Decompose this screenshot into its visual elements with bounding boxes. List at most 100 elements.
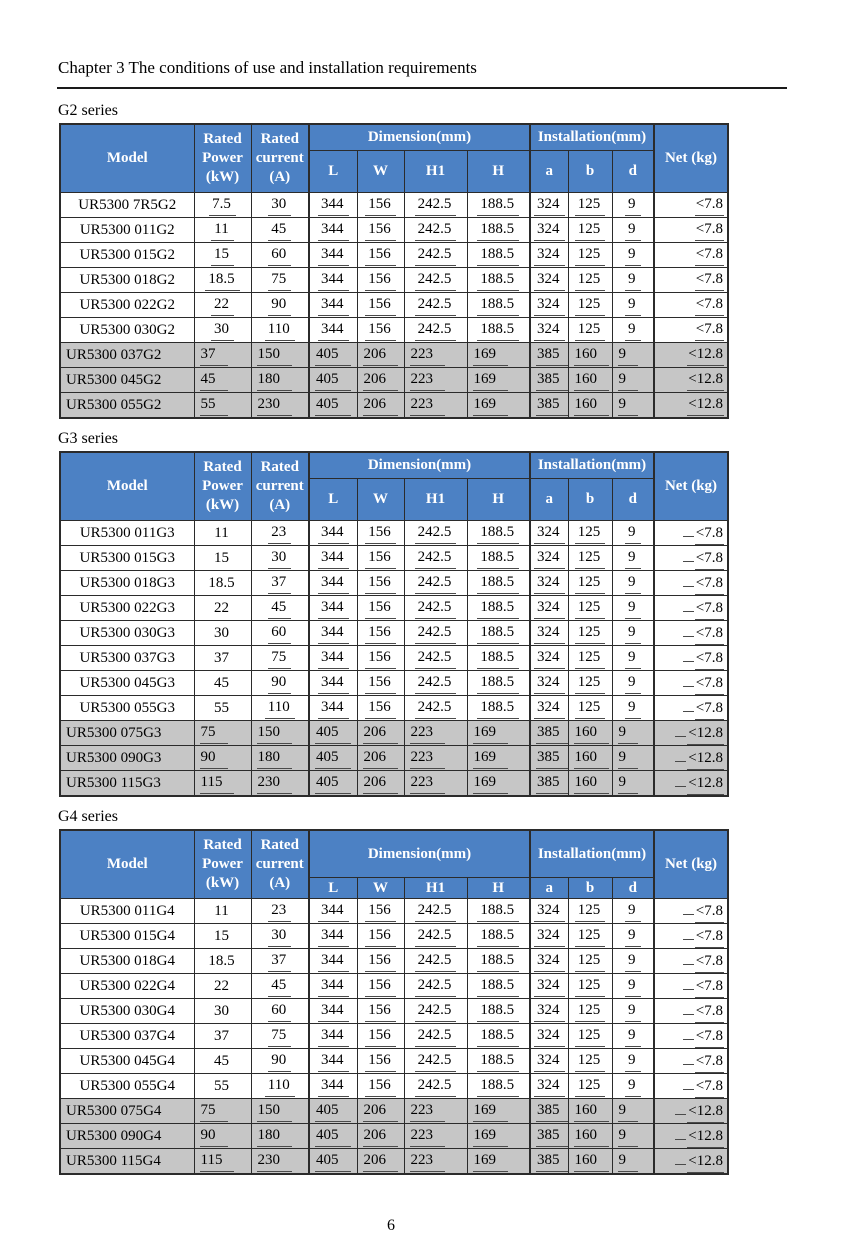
current-cell: 110 (250, 317, 310, 343)
a-cell: 324 (529, 242, 569, 268)
H-cell: 169 (466, 342, 531, 368)
d-cell: 9 (611, 217, 655, 243)
table-row: UR5300 055G4 55 110 344 156 242.5 188.5 324 125 9… (59, 1073, 729, 1099)
H1-cell: 223 (403, 1098, 468, 1124)
H1-cell: 242.5 (403, 670, 468, 696)
current-cell: 37 (250, 570, 310, 596)
d-cell: 9 (611, 973, 655, 999)
d-cell: 9 (611, 998, 655, 1024)
col-header-w: W (356, 877, 405, 899)
net-underline-prefix (675, 722, 687, 737)
H1-cell: 242.5 (403, 645, 468, 671)
d-cell: 9 (611, 292, 655, 318)
b-cell: 160 (567, 770, 613, 797)
a-cell: 385 (529, 1148, 569, 1175)
power-cell: 30 (193, 620, 252, 646)
power-cell: 75 (193, 720, 252, 746)
a-cell: 385 (529, 392, 569, 419)
H1-cell: 223 (403, 392, 468, 419)
col-header-net: Net (kg) (653, 123, 729, 193)
L-cell: 344 (308, 645, 358, 671)
d-cell: 9 (611, 620, 655, 646)
model-cell: UR5300 022G3 (59, 595, 195, 621)
H-cell: 188.5 (466, 998, 531, 1024)
H-cell: 188.5 (466, 520, 531, 546)
b-cell: 125 (567, 948, 613, 974)
W-cell: 156 (356, 973, 405, 999)
H1-cell: 242.5 (403, 923, 468, 949)
b-cell: 160 (567, 1098, 613, 1124)
b-cell: 125 (567, 1023, 613, 1049)
W-cell: 156 (356, 898, 405, 924)
g2-spec-table: Model Rated Power (kW) Rated current (A) Dimens… (59, 123, 730, 419)
net-underline-prefix (682, 597, 694, 612)
current-cell: 60 (250, 242, 310, 268)
current-cell: 30 (250, 545, 310, 571)
col-header-net: Net (kg) (653, 829, 729, 899)
current-cell: 230 (250, 392, 310, 419)
d-cell: 9 (611, 570, 655, 596)
power-cell: 55 (193, 392, 252, 419)
table-row: UR5300 011G2 11 45 344 156 242.5 188.5 324 125 9 <… (59, 217, 729, 243)
net-underline-prefix (682, 547, 694, 562)
d-cell: 9 (611, 645, 655, 671)
H1-cell: 242.5 (403, 317, 468, 343)
current-cell: 30 (250, 192, 310, 218)
table-row: UR5300 037G4 37 75 344 156 242.5 188.5 324 125 9 <… (59, 1023, 729, 1049)
table-row: UR5300 075G4 75 150 405 206 223 169 385 160 9 <12.… (59, 1098, 729, 1124)
col-header-h1: H1 (403, 478, 468, 521)
b-cell: 125 (567, 545, 613, 571)
L-cell: 344 (308, 267, 358, 293)
current-cell: 75 (250, 1023, 310, 1049)
H1-cell: 223 (403, 367, 468, 393)
L-cell: 344 (308, 1048, 358, 1074)
W-cell: 156 (356, 670, 405, 696)
net-cell: <7.8 (653, 923, 729, 949)
b-cell: 125 (567, 267, 613, 293)
table-holder: Model Rated Power (kW) Rated current (A) Dimens… (57, 123, 785, 419)
table-row: UR5300 011G4 11 23 344 156 242.5 188.5 324 125 9 <… (59, 898, 729, 924)
series-section-g3: G3 series Model Rated Power (kW) Rated curren… (57, 430, 785, 797)
current-cell: 37 (250, 948, 310, 974)
d-cell: 9 (611, 923, 655, 949)
g4-spec-table: Model Rated Power (kW) Rated current (A) Dimens… (59, 829, 730, 1175)
d-cell: 9 (611, 520, 655, 546)
H1-cell: 242.5 (403, 595, 468, 621)
power-cell: 90 (193, 1123, 252, 1149)
L-cell: 344 (308, 898, 358, 924)
W-cell: 206 (356, 1123, 405, 1149)
page-number: 6 (387, 1217, 395, 1234)
model-cell: UR5300 115G3 (59, 770, 195, 797)
model-cell: UR5300 037G3 (59, 645, 195, 671)
L-cell: 405 (308, 770, 358, 797)
table-header: Model Rated Power (kW) Rated current (A) Dimens… (59, 451, 729, 521)
a-cell: 324 (529, 1023, 569, 1049)
net-underline-prefix (682, 572, 694, 587)
d-cell: 9 (611, 695, 655, 721)
W-cell: 156 (356, 998, 405, 1024)
H-cell: 169 (466, 770, 531, 797)
H-cell: 188.5 (466, 1023, 531, 1049)
table-row: UR5300 030G4 30 60 344 156 242.5 188.5 324 125 9 <… (59, 998, 729, 1024)
col-header-b: b (567, 877, 613, 899)
H1-cell: 223 (403, 770, 468, 797)
a-cell: 324 (529, 695, 569, 721)
d-cell: 9 (611, 948, 655, 974)
col-header-l: L (308, 877, 358, 899)
table-row: UR5300 115G4 115 230 405 206 223 169 385 160 9 <12… (59, 1148, 729, 1175)
H1-cell: 242.5 (403, 520, 468, 546)
b-cell: 125 (567, 570, 613, 596)
W-cell: 156 (356, 570, 405, 596)
series-section-g2: G2 series Model Rated Power (kW) Rated curren… (57, 102, 785, 419)
L-cell: 405 (308, 1123, 358, 1149)
table-body: UR5300 7R5G2 7.5 30 344 156 242.5 188.5 324 125 9… (59, 192, 729, 419)
net-underline-prefix (682, 925, 694, 940)
power-cell: 18.5 (193, 570, 252, 596)
net-cell: <7.8 (653, 317, 729, 343)
net-cell: <7.8 (653, 998, 729, 1024)
W-cell: 156 (356, 620, 405, 646)
current-cell: 180 (250, 1123, 310, 1149)
col-header-rated-current: Rated current (A) (250, 829, 310, 899)
table-row: UR5300 090G4 90 180 405 206 223 169 385 160 9 <12.… (59, 1123, 729, 1149)
net-cell: <7.8 (653, 645, 729, 671)
